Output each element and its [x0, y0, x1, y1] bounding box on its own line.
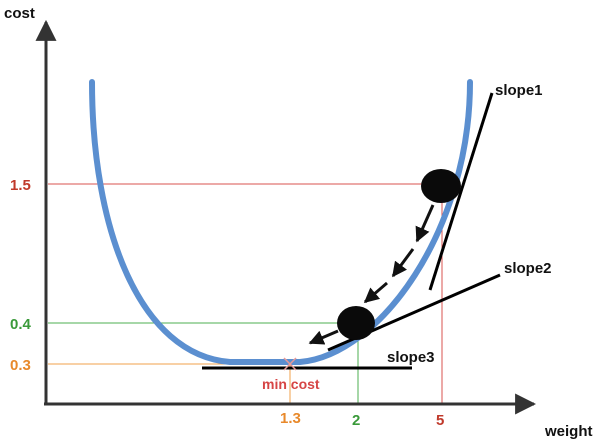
slope1-label: slope1 — [495, 82, 543, 99]
step-arrow — [363, 281, 388, 304]
slope1-line — [428, 92, 494, 291]
y-axis-label: cost — [4, 5, 35, 22]
ball-middle — [337, 306, 375, 340]
step-arrow — [415, 204, 435, 243]
step-arrow — [391, 248, 415, 278]
slope2-label: slope2 — [504, 260, 552, 277]
x-tick-1.3: 1.3 — [280, 410, 301, 427]
descent-steps — [308, 204, 435, 345]
x-axis-label: weight — [544, 423, 593, 440]
min-cost-cross-icon — [283, 357, 297, 371]
slope3-label: slope3 — [387, 349, 435, 366]
cost-curve — [89, 79, 473, 365]
y-tick-0.4: 0.4 — [10, 316, 32, 333]
min-cost-label: min cost — [262, 376, 320, 392]
y-tick-0.3: 0.3 — [10, 357, 31, 374]
y-tick-1.5: 1.5 — [10, 177, 31, 194]
x-tick-2: 2 — [352, 412, 360, 429]
x-tick-5: 5 — [436, 412, 444, 429]
step-arrow — [308, 329, 339, 345]
ball-start — [421, 169, 461, 203]
